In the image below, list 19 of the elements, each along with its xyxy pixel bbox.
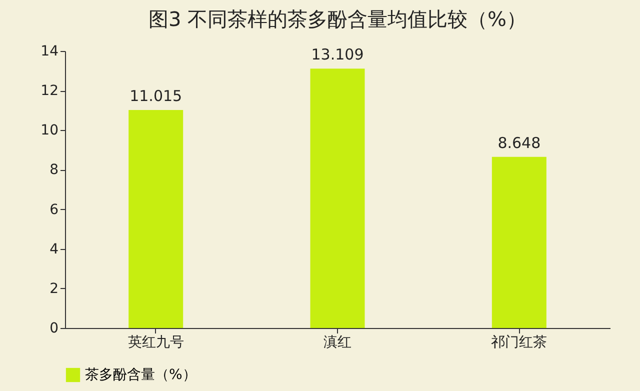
y-tick-label: 6 [50,202,59,218]
x-tick-label: 滇红 [324,334,352,350]
y-tick-label: 12 [40,83,58,100]
bar [128,110,184,328]
y-tick-label: 4 [50,241,59,258]
data-label: 11.015 [130,87,182,106]
data-label: 8.648 [498,134,541,152]
bar [492,156,546,328]
chart-title: 图3 不同茶样的茶多酚含量均值比较（%） [148,7,527,31]
y-tick-label: 8 [50,162,58,178]
y-tick-label: 10 [40,122,58,139]
legend-label: 茶多酚含量（%） [85,367,196,383]
x-tick-label: 英红九号 [128,334,184,350]
y-tick-label: 14 [40,44,59,60]
x-tick-label: 祁门红茶 [491,334,548,350]
y-tick-label: 2 [50,280,58,297]
y-tick-label: 0 [50,320,58,336]
bar [310,68,365,328]
data-label: 13.109 [311,46,364,64]
